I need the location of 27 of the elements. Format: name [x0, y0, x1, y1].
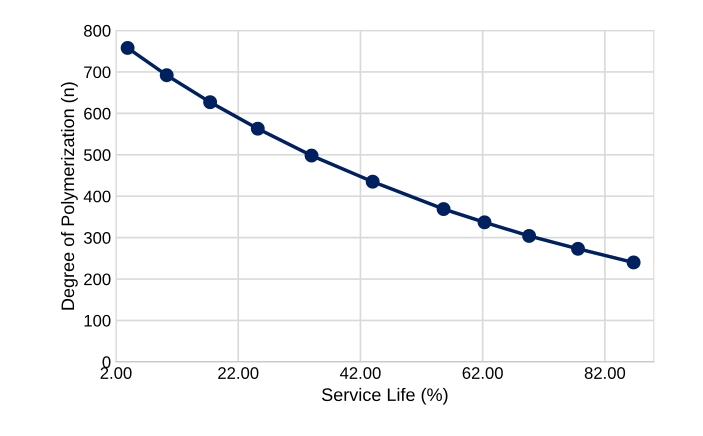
y-tick-label: 100: [84, 314, 110, 327]
y-tick-label: 500: [84, 149, 110, 161]
point: [120, 40, 135, 55]
point: [203, 95, 218, 110]
point: [522, 229, 536, 243]
y-tick-label: 400: [84, 190, 110, 202]
point: [250, 122, 265, 136]
y-tick-label: 200: [84, 273, 110, 286]
point: [160, 68, 174, 82]
point: [366, 174, 380, 189]
y-tick-label: 800: [84, 24, 110, 37]
x-tick-label: 62.00: [462, 367, 503, 379]
y-tick-label: 0: [102, 356, 110, 368]
y-tick-label: 600: [84, 108, 110, 120]
point: [571, 242, 585, 256]
x-tick-label: 82.00: [584, 367, 626, 379]
point: [436, 202, 451, 216]
x-axis-title: Service Life (%): [322, 388, 448, 405]
y-axis-title: Degree of Polymerization (n): [60, 82, 78, 310]
point: [304, 148, 318, 163]
y-tick-label: 300: [84, 232, 110, 244]
x-tick-label: 42.00: [340, 367, 381, 379]
x-tick-label: 2.00: [100, 367, 132, 379]
point: [626, 256, 641, 270]
point: [478, 215, 492, 230]
x-tick-label: 22.00: [218, 367, 258, 379]
y-tick-label: 700: [84, 66, 110, 78]
